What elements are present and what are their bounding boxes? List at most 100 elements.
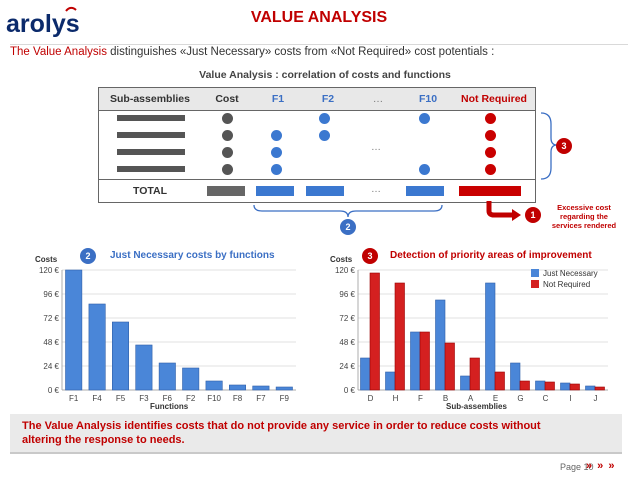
sub-assembly-bar xyxy=(117,115,185,121)
legend-label: Not Required xyxy=(543,280,590,289)
f1-dot xyxy=(271,164,282,175)
f10-dot xyxy=(419,164,430,175)
function-bar xyxy=(88,303,106,391)
just-necessary-bar xyxy=(535,380,546,391)
x-tick-label: F7 xyxy=(256,394,266,403)
not-required-bar xyxy=(469,357,480,391)
x-tick-label: F2 xyxy=(186,394,196,403)
not-required-dot xyxy=(485,113,496,124)
not-required-dot xyxy=(485,130,496,141)
x-tick-label: B xyxy=(443,394,448,403)
x-tick-label: F1 xyxy=(69,394,79,403)
value-analysis-table: Sub-assemblies Cost F1 F2 … F10 Not Requ… xyxy=(98,87,536,203)
next-page-arrows[interactable]: » » » xyxy=(586,460,616,472)
f10-dot xyxy=(419,113,430,124)
function-bar xyxy=(205,380,223,391)
y-tick-label: 120 € xyxy=(335,266,356,275)
right-chart-xlabel: Sub-assemblies xyxy=(446,402,507,411)
badge-one: 1 xyxy=(525,207,541,223)
not-required-bar xyxy=(544,381,555,391)
just-necessary-bar xyxy=(585,385,596,391)
just-necessary-bar xyxy=(435,299,446,391)
header-f10: F10 xyxy=(418,93,438,105)
y-tick-label: 48 € xyxy=(43,338,59,347)
function-bar xyxy=(65,269,83,391)
f2-dot xyxy=(319,113,330,124)
not-required-bar xyxy=(569,383,580,391)
x-tick-label: I xyxy=(569,394,571,403)
f1-dot xyxy=(271,130,282,141)
right-chart-badge: 3 xyxy=(362,248,378,264)
y-tick-label: 96 € xyxy=(339,290,355,299)
function-bar xyxy=(135,344,153,391)
slide-title: VALUE ANALYSIS xyxy=(250,9,388,26)
just-necessary-bar xyxy=(360,357,371,391)
table-header-row: Sub-assemblies Cost F1 F2 … F10 Not Requ… xyxy=(99,88,535,111)
x-tick-label: H xyxy=(393,394,399,403)
y-tick-label: 72 € xyxy=(43,314,59,323)
y-tick-label: 120 € xyxy=(39,266,60,275)
not-required-bar xyxy=(394,282,405,391)
just-necessary-bar xyxy=(460,375,471,391)
total-f2-bar xyxy=(306,186,344,196)
header-divider xyxy=(10,44,628,45)
x-tick-label: F5 xyxy=(116,394,126,403)
not-required-bar xyxy=(369,272,380,391)
header-ellipsis: … xyxy=(372,93,384,105)
just-necessary-bar xyxy=(410,331,421,391)
excess-arrow xyxy=(486,201,512,218)
intro-line: The Value Analysis distinguishes «Just N… xyxy=(10,46,494,58)
just-necessary-bar xyxy=(560,382,571,391)
sub-assembly-bar xyxy=(117,166,185,172)
x-tick-label: C xyxy=(543,394,549,403)
cost-dot xyxy=(222,147,233,158)
total-f1-bar xyxy=(256,186,294,196)
not-required-bar xyxy=(594,386,605,391)
not-required-dot xyxy=(485,164,496,175)
logo-text: arolys xyxy=(6,10,80,38)
just-necessary-bar xyxy=(385,371,396,391)
total-cost-bar xyxy=(207,186,245,196)
intro-rest: distinguishes «Just Necessary» costs fro… xyxy=(106,46,495,58)
total-ellipsis: … xyxy=(371,184,381,195)
x-tick-label: F4 xyxy=(92,394,102,403)
just-necessary-bar xyxy=(510,362,521,391)
legend-label: Just Necessary xyxy=(543,269,598,278)
header-sub-assemblies: Sub-assemblies xyxy=(110,93,190,105)
y-tick-label: 24 € xyxy=(43,362,59,371)
x-tick-label: G xyxy=(517,394,523,403)
left-chart-badge: 2 xyxy=(80,248,96,264)
intro-highlight: The Value Analysis xyxy=(10,46,107,58)
y-tick-label: 96 € xyxy=(43,290,59,299)
y-tick-label: 0 € xyxy=(48,386,60,395)
left-chart-xlabel: Functions xyxy=(150,402,189,411)
x-tick-label: J xyxy=(594,394,598,403)
excess-cost-note: Excessive cost regarding the services re… xyxy=(551,203,617,230)
logo-swoosh xyxy=(65,6,77,12)
cost-dot xyxy=(222,130,233,141)
x-tick-label: F6 xyxy=(163,394,173,403)
x-tick-label: D xyxy=(368,394,374,403)
function-bar xyxy=(182,367,200,391)
not-required-bar xyxy=(519,380,530,391)
legend-swatch xyxy=(531,269,539,277)
badge-two: 2 xyxy=(340,219,356,235)
function-bar xyxy=(158,362,176,391)
sub-assembly-bar xyxy=(117,132,185,138)
arolys-logo: arolys xyxy=(6,6,80,38)
not-required-dot xyxy=(485,147,496,158)
y-tick-label: 0 € xyxy=(344,386,356,395)
y-tick-label: 72 € xyxy=(339,314,355,323)
header-not-required: Not Required xyxy=(461,93,527,105)
header-cost: Cost xyxy=(215,93,239,105)
functions-chart: 0 € 24 € 48 € 72 € 96 € 120 € F1 F4 F5 F3 F6 F2 F10 F… xyxy=(39,266,296,403)
function-bar xyxy=(112,321,129,391)
header-f1: F1 xyxy=(271,93,285,105)
sub-assemblies-chart: 0 € 24 € 48 € 72 € 96 € 120 € D H F B A E G C I J Just N… xyxy=(335,266,608,403)
x-tick-label: F10 xyxy=(207,394,221,403)
right-chart-ylabel: Costs xyxy=(330,255,353,264)
functions-bracket xyxy=(253,204,443,218)
excess-arrow-head xyxy=(512,209,521,221)
not-required-bracket xyxy=(540,112,558,180)
